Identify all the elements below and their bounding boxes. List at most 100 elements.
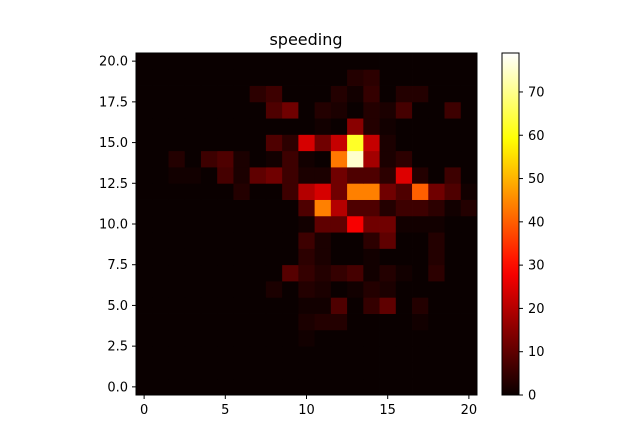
heatmap-cell [168, 215, 186, 233]
heatmap-cell [412, 183, 429, 200]
heatmap-cell [460, 69, 478, 86]
heatmap-cell [428, 69, 445, 86]
heatmap-cell [428, 118, 445, 135]
heatmap-cell [249, 313, 267, 331]
heatmap-cell [168, 329, 186, 347]
heatmap-cell [379, 118, 397, 135]
heatmap-cell [152, 232, 169, 249]
heatmap-cell [265, 346, 283, 363]
heatmap-cell [282, 199, 299, 217]
heatmap-cell [184, 150, 202, 168]
heatmap-cell [184, 101, 202, 119]
heatmap-cell [298, 215, 316, 233]
heatmap-cell [347, 232, 364, 249]
heatmap-cell [298, 313, 316, 331]
heatmap-cell [330, 53, 348, 70]
heatmap-cell [298, 281, 316, 298]
heatmap-cell [152, 329, 169, 347]
heatmap-cell [217, 69, 234, 86]
heatmap-cell [412, 329, 429, 347]
heatmap-cell [412, 362, 429, 380]
heatmap-cell [200, 118, 218, 135]
heatmap-cell [233, 297, 251, 314]
heatmap-cell [152, 199, 169, 217]
heatmap-cell [363, 150, 380, 168]
heatmap-cell [395, 101, 413, 119]
heatmap-cell [347, 183, 364, 200]
heatmap-cell [282, 264, 299, 282]
heatmap-cell [395, 297, 413, 314]
heatmap-cell [379, 134, 397, 152]
heatmap-cell [412, 134, 429, 152]
heatmap-cell [168, 69, 186, 86]
heatmap-cell [152, 134, 169, 152]
heatmap-cell [444, 362, 462, 380]
heatmap-cell [136, 346, 153, 363]
heatmap-cell [428, 134, 445, 152]
heatmap-cell [282, 150, 299, 168]
heatmap-cell [152, 215, 169, 233]
heatmap-cell [428, 329, 445, 347]
x-axis: 0 5 10 15 20 [140, 395, 477, 418]
heatmap-cell [265, 378, 283, 396]
heatmap-cell [428, 85, 445, 103]
heatmap-cell [363, 378, 380, 396]
heatmap-cell [330, 85, 348, 103]
y-tick-label: 7.5 [107, 258, 128, 273]
heatmap-cell [460, 346, 478, 363]
heatmap-cell [395, 346, 413, 363]
heatmap-cell [379, 167, 397, 184]
heatmap-cell [428, 281, 445, 298]
heatmap-cell [152, 69, 169, 86]
heatmap-cell [347, 167, 364, 184]
heatmap-cell [233, 281, 251, 298]
heatmap-cell [412, 85, 429, 103]
heatmap-cell [282, 281, 299, 298]
heatmap-cell [363, 248, 380, 266]
y-tick-label: 10.0 [99, 218, 128, 233]
heatmap-cell [460, 281, 478, 298]
heatmap-cell [395, 313, 413, 331]
heatmap-cell [282, 101, 299, 119]
heatmap-cell [412, 232, 429, 249]
heatmap-cell [233, 183, 251, 200]
heatmap-cell [395, 183, 413, 200]
heatmap-cell [152, 297, 169, 314]
colorbar-tick-label: 70 [528, 85, 545, 100]
heatmap-cell [379, 297, 397, 314]
heatmap-cell [136, 167, 153, 184]
heatmap-cell [282, 232, 299, 249]
y-tick-label: 12.5 [99, 177, 128, 192]
heatmap-cell [460, 183, 478, 200]
heatmap-cell [460, 134, 478, 152]
heatmap-cell [168, 264, 186, 282]
heatmap-cell [363, 297, 380, 314]
heatmap-cell [444, 232, 462, 249]
heatmap-cell [363, 281, 380, 298]
heatmap-cell [217, 183, 234, 200]
heatmap-cell [265, 248, 283, 266]
heatmap-cell [282, 69, 299, 86]
heatmap-cell [168, 150, 186, 168]
heatmap-cell [444, 248, 462, 266]
heatmap-cell [217, 53, 234, 70]
heatmap-cell [217, 118, 234, 135]
heatmap-cell [136, 85, 153, 103]
heatmap-cell [233, 346, 251, 363]
heatmap-cell [379, 329, 397, 347]
heatmap-cell [412, 378, 429, 396]
heatmap-cell [298, 150, 316, 168]
heatmap-cell [200, 248, 218, 266]
heatmap-cell [168, 118, 186, 135]
heatmap-cell [282, 215, 299, 233]
y-tick-label: 5.0 [107, 299, 128, 314]
x-tick-label: 15 [379, 403, 396, 418]
heatmap-cell [412, 150, 429, 168]
heatmap-cell [444, 199, 462, 217]
heatmap-cell [265, 232, 283, 249]
heatmap-cell [249, 281, 267, 298]
heatmap-cell [444, 134, 462, 152]
heatmap-cell [444, 346, 462, 363]
heatmap-cell [298, 329, 316, 347]
heatmap-cell [184, 297, 202, 314]
